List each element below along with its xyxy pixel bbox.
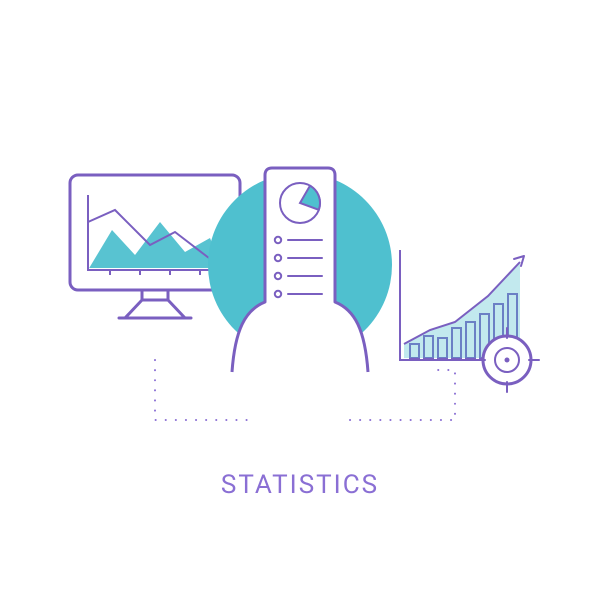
statistics-infographic: STATISTICS: [0, 0, 600, 600]
statistics-illustration: [0, 0, 600, 600]
caption-text: STATISTICS: [0, 470, 600, 500]
